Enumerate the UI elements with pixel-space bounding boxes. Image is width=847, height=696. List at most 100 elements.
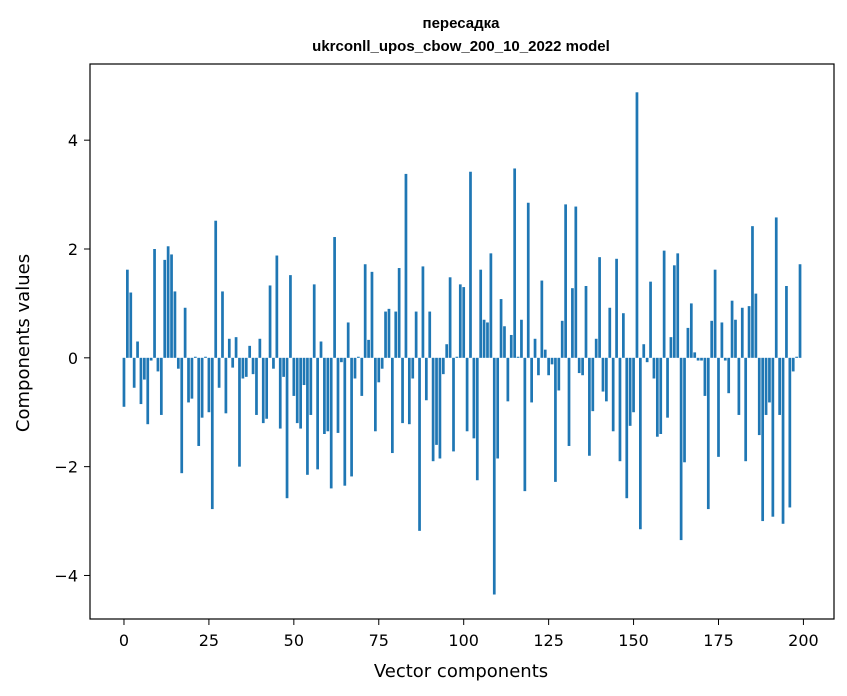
bar	[632, 357, 635, 413]
bar	[306, 357, 309, 475]
y-tick-label: 4	[68, 131, 78, 150]
bar	[122, 357, 126, 407]
bar	[723, 357, 727, 361]
bar	[734, 319, 737, 358]
bar	[717, 357, 720, 457]
bar	[326, 357, 330, 432]
bar	[672, 265, 676, 358]
bar	[323, 357, 326, 434]
bar	[170, 254, 173, 358]
bar	[686, 327, 690, 358]
bar	[781, 357, 785, 524]
bar	[285, 357, 289, 499]
bar	[486, 322, 489, 358]
bar	[333, 237, 336, 358]
bar	[778, 357, 781, 415]
bar	[441, 357, 445, 375]
bar	[771, 357, 775, 517]
bar	[520, 319, 523, 358]
bar	[210, 357, 214, 510]
bar	[401, 357, 404, 424]
bar	[248, 345, 252, 358]
bar	[703, 357, 707, 396]
bar	[251, 357, 255, 375]
bar	[785, 286, 788, 358]
bar	[411, 357, 415, 379]
bar	[737, 357, 741, 415]
bar	[618, 357, 622, 462]
bar	[655, 357, 659, 437]
bar	[397, 268, 401, 358]
bar	[289, 275, 292, 358]
bar	[635, 92, 639, 358]
bar	[380, 357, 384, 369]
bar	[720, 322, 724, 358]
bar	[503, 326, 506, 358]
bar	[669, 337, 673, 358]
x-tick-label: 125	[533, 631, 564, 650]
bar	[713, 269, 717, 358]
bar	[255, 357, 258, 415]
bar	[132, 357, 136, 388]
bar	[367, 339, 370, 358]
bar	[340, 357, 343, 363]
bar	[231, 357, 235, 368]
x-tick-label: 200	[788, 631, 819, 650]
x-tick-label: 75	[369, 631, 389, 650]
bar	[394, 311, 398, 358]
bar	[452, 357, 455, 452]
bar	[557, 357, 561, 391]
bar	[496, 357, 500, 459]
bar	[540, 280, 544, 358]
bar	[666, 357, 669, 418]
bar	[187, 357, 190, 403]
bar	[183, 307, 187, 358]
bar	[475, 357, 479, 481]
y-axis-label: Components values	[13, 254, 34, 432]
bar	[312, 284, 316, 358]
bar	[499, 299, 503, 358]
bar	[272, 357, 275, 369]
bar	[421, 266, 425, 358]
bar	[275, 255, 279, 358]
chart-title-line1: пересадка	[423, 15, 501, 32]
bar	[309, 357, 313, 415]
bar	[727, 357, 731, 394]
bar	[747, 306, 751, 358]
bar	[438, 357, 442, 459]
bar	[156, 357, 160, 372]
bar	[543, 349, 547, 358]
bar	[295, 357, 299, 424]
x-tick-label: 50	[284, 631, 304, 650]
y-tick-label: 2	[68, 240, 78, 259]
bar	[143, 357, 146, 380]
bar	[465, 357, 469, 432]
bar	[329, 357, 333, 489]
bar	[645, 357, 649, 363]
bar	[224, 357, 228, 414]
bar	[676, 253, 680, 358]
x-axis-label: Vector components	[374, 661, 548, 682]
bar	[577, 357, 581, 374]
bar	[207, 357, 211, 413]
bar	[547, 357, 550, 376]
bar	[696, 357, 700, 361]
plot-area-frame	[89, 63, 835, 620]
bar	[190, 357, 194, 399]
bar	[798, 264, 802, 358]
bar	[214, 220, 218, 358]
bar	[649, 281, 652, 358]
bar	[622, 313, 625, 358]
bar	[238, 357, 241, 467]
bar	[363, 264, 367, 358]
bar	[268, 285, 272, 358]
bar	[278, 357, 282, 429]
bar-series	[122, 92, 802, 595]
bar	[608, 307, 612, 358]
bar	[159, 357, 163, 415]
bar	[357, 356, 360, 358]
bar	[384, 311, 387, 358]
bar	[560, 320, 564, 358]
